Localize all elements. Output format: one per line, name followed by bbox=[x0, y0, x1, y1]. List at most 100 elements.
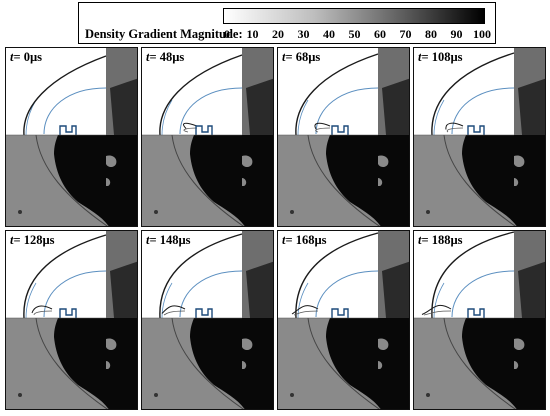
reflected-shock-trail bbox=[446, 127, 464, 133]
right-strip-dark bbox=[382, 261, 409, 318]
right-strip-dark bbox=[110, 78, 137, 135]
experiment-edge bbox=[443, 317, 517, 409]
schlieren-image bbox=[6, 48, 137, 226]
artifact-dot bbox=[154, 210, 158, 214]
experiment-edge bbox=[171, 134, 245, 226]
shadow-body bbox=[190, 135, 273, 226]
shock-front bbox=[23, 55, 107, 136]
time-label: t= 148µs bbox=[146, 233, 191, 248]
contour-line-inner bbox=[161, 282, 173, 319]
time-label: t= 68µs bbox=[282, 50, 320, 65]
notch bbox=[106, 338, 117, 350]
schlieren-image bbox=[6, 231, 137, 409]
simulation-region bbox=[142, 231, 242, 318]
simulation-region bbox=[414, 231, 514, 318]
right-strip-dark bbox=[518, 261, 545, 318]
colorbar-tick: 20 bbox=[272, 27, 284, 41]
reflected-shock bbox=[314, 122, 331, 130]
reflected-shock-trail bbox=[33, 310, 53, 316]
right-strip-dark bbox=[110, 261, 137, 318]
artifact-dot bbox=[18, 393, 22, 397]
time-panel: t= 168µs bbox=[277, 230, 410, 410]
schlieren-image bbox=[414, 48, 545, 226]
experiment-edge bbox=[443, 134, 517, 226]
schlieren-image bbox=[278, 48, 409, 226]
simulation-region bbox=[6, 231, 106, 318]
shock-front bbox=[431, 52, 515, 136]
notch bbox=[106, 155, 117, 167]
time-symbol: t bbox=[418, 50, 422, 64]
contour-line bbox=[451, 270, 515, 318]
schlieren-image bbox=[414, 231, 545, 409]
contour-line-inner bbox=[433, 99, 445, 136]
colorbar-tick: 60 bbox=[374, 27, 386, 41]
simulation-region bbox=[278, 48, 378, 135]
artifact-dot bbox=[290, 210, 294, 214]
shock-front bbox=[159, 233, 243, 319]
reflected-shock-trail bbox=[183, 127, 198, 133]
time-label: t= 128µs bbox=[10, 233, 55, 248]
time-value: = 148µs bbox=[149, 233, 191, 247]
obstacle-block bbox=[59, 308, 77, 318]
notch bbox=[378, 178, 383, 186]
shock-front bbox=[295, 53, 379, 136]
time-panel: t= 0µs bbox=[5, 47, 138, 227]
experiment-edge bbox=[35, 317, 109, 409]
obstacle-block bbox=[467, 308, 485, 318]
obstacle-block bbox=[467, 125, 485, 135]
contour-line bbox=[315, 270, 379, 318]
reflected-shock bbox=[421, 304, 452, 315]
obstacle-block bbox=[59, 125, 77, 135]
colorbar-tick: 10 bbox=[246, 27, 259, 41]
time-symbol: t bbox=[418, 233, 422, 247]
contour-line-inner bbox=[297, 99, 309, 136]
time-value: = 188µs bbox=[421, 233, 463, 247]
notch bbox=[242, 338, 253, 350]
shadow-body bbox=[462, 318, 545, 409]
obstacle-block bbox=[331, 308, 349, 318]
reflected-shock-trail bbox=[293, 310, 319, 316]
right-strip-dark bbox=[246, 78, 273, 135]
reflected-shock bbox=[183, 122, 198, 129]
contour-line bbox=[179, 270, 243, 318]
obstacle-block bbox=[331, 125, 349, 135]
colorbar-gradient bbox=[223, 8, 485, 24]
time-label: t= 0µs bbox=[10, 50, 42, 65]
schlieren-image bbox=[278, 231, 409, 409]
notch bbox=[378, 155, 389, 167]
time-value: = 68µs bbox=[285, 50, 321, 64]
time-symbol: t bbox=[146, 50, 150, 64]
notch bbox=[514, 338, 525, 350]
notch bbox=[514, 361, 519, 369]
simulation-region bbox=[414, 48, 514, 135]
notch bbox=[514, 155, 525, 167]
experiment-edge bbox=[307, 317, 381, 409]
time-value: = 108µs bbox=[421, 50, 463, 64]
artifact-dot bbox=[18, 210, 22, 214]
shadow-body bbox=[54, 135, 137, 226]
artifact-dot bbox=[426, 210, 430, 214]
obstacle-block bbox=[195, 308, 213, 318]
contour-line bbox=[179, 87, 243, 135]
contour-line bbox=[315, 87, 379, 135]
time-symbol: t bbox=[282, 50, 286, 64]
colorbar-tick: 80 bbox=[425, 27, 437, 41]
notch bbox=[378, 361, 383, 369]
right-strip-dark bbox=[246, 261, 273, 318]
panel-grid: t= 0µs t= 48µs t= 68µs t= 108µs t= 128µs… bbox=[5, 47, 546, 411]
experiment-edge bbox=[307, 134, 381, 226]
contour-line bbox=[43, 270, 107, 318]
artifact-dot bbox=[290, 393, 294, 397]
time-panel: t= 148µs bbox=[141, 230, 274, 410]
notch bbox=[242, 178, 247, 186]
shock-front bbox=[159, 54, 243, 136]
contour-line bbox=[43, 87, 107, 135]
schlieren-image bbox=[142, 231, 273, 409]
simulation-region bbox=[278, 231, 378, 318]
time-value: = 128µs bbox=[13, 233, 55, 247]
colorbar-tick: 50 bbox=[348, 27, 361, 41]
time-panel: t= 108µs bbox=[413, 47, 546, 227]
shock-front bbox=[295, 232, 379, 319]
time-value: = 0µs bbox=[13, 50, 43, 64]
notch bbox=[514, 178, 519, 186]
